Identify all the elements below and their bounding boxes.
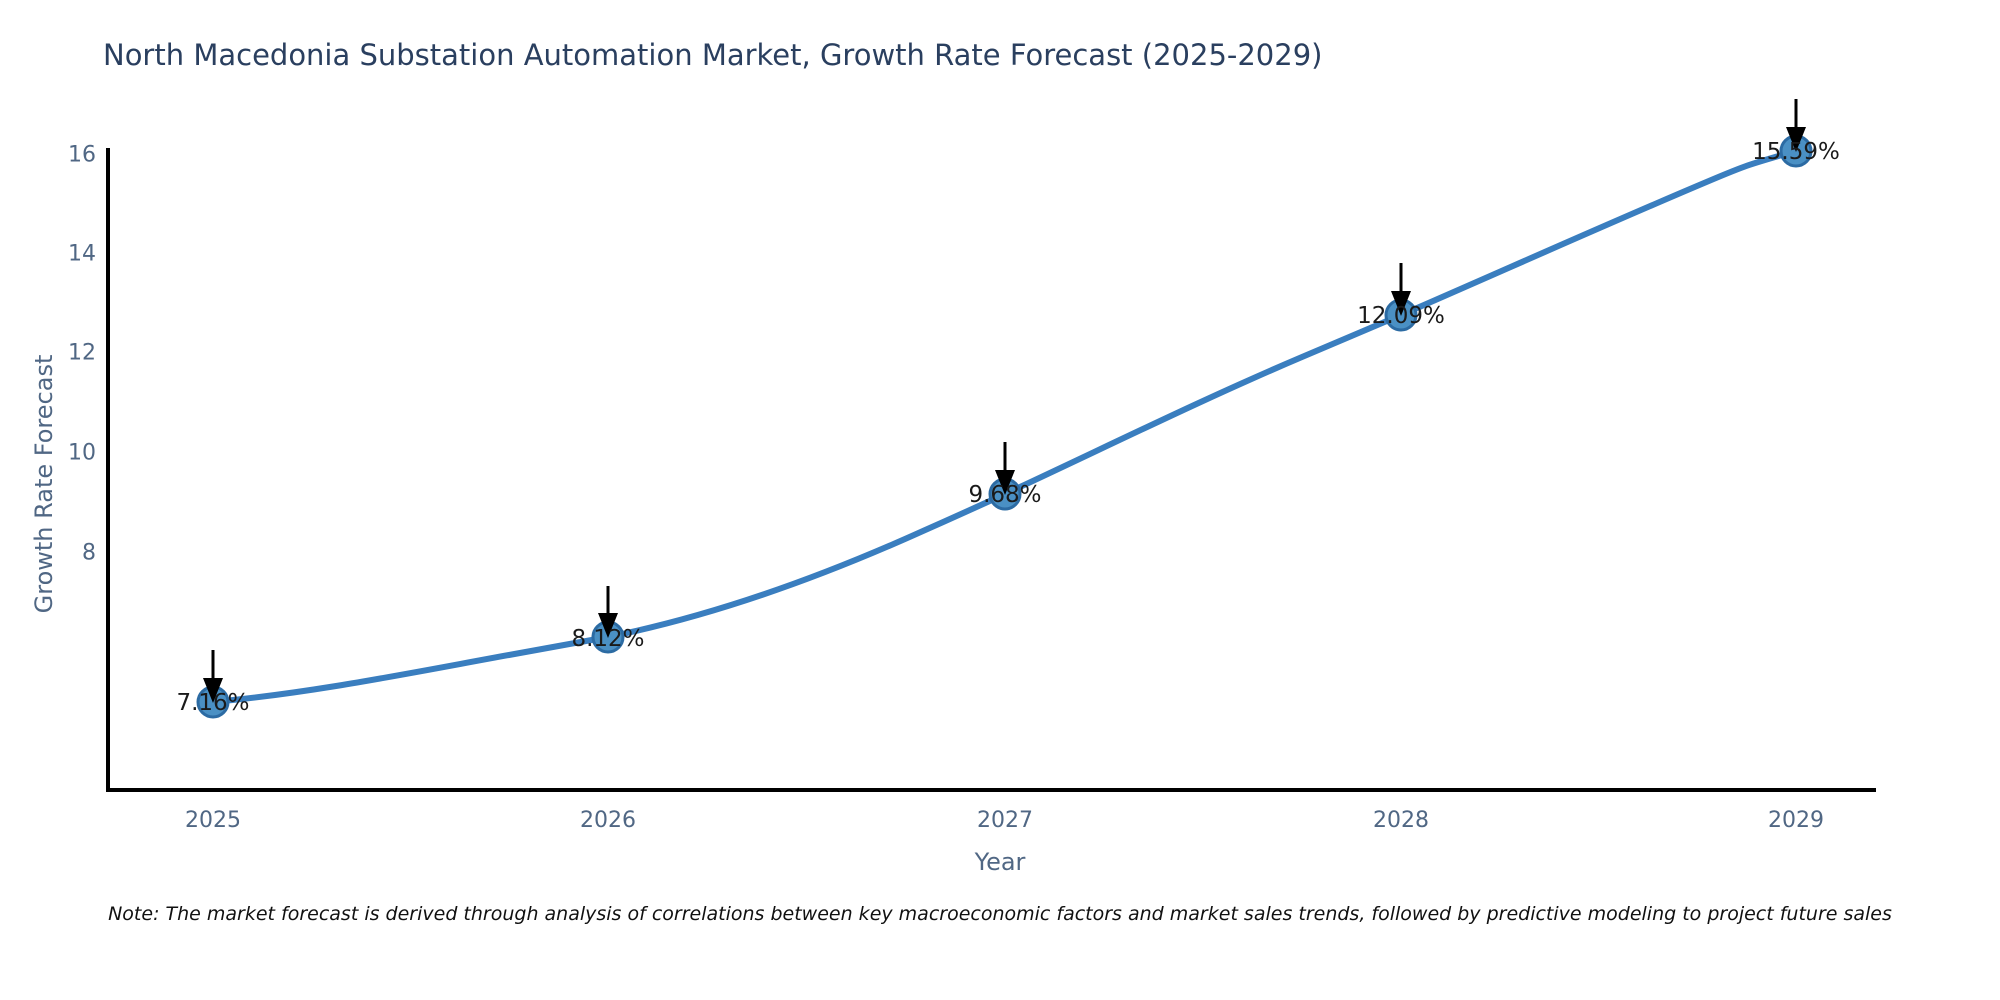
y-tick-label-12: 12 <box>68 340 96 366</box>
chart-title: North Macedonia Substation Automation Ma… <box>103 38 1323 72</box>
y-axis-title: Growth Rate Forecast <box>30 354 58 614</box>
x-tick-label-2029: 2029 <box>1768 808 1824 833</box>
y-tick-label-14: 14 <box>68 241 96 267</box>
chart-footnote: Note: The market forecast is derived thr… <box>108 903 1892 925</box>
x-axis-title: Year <box>974 848 1026 876</box>
line-series-growth-rate <box>210 148 1799 705</box>
annotation-arrow <box>995 442 1015 495</box>
annotation-arrow <box>598 586 618 638</box>
annotation-arrow <box>203 650 223 703</box>
x-tick-label-2026: 2026 <box>580 808 636 833</box>
y-tick-label-8: 8 <box>82 540 96 566</box>
data-label-2025: 7.16% <box>176 690 250 716</box>
y-tick-label-10: 10 <box>68 440 96 466</box>
data-label-2029: 15.59% <box>1752 139 1840 165</box>
x-tick-label-2028: 2028 <box>1373 808 1429 833</box>
y-tick-label-16: 16 <box>68 142 96 168</box>
data-label-2027: 9.68% <box>968 482 1042 508</box>
annotation-arrow <box>1391 263 1411 316</box>
data-label-2026: 8.12% <box>571 626 645 652</box>
annotation-arrow <box>1786 99 1806 152</box>
data-label-2028: 12.09% <box>1357 303 1445 329</box>
x-tick-label-2025: 2025 <box>185 808 241 833</box>
x-tick-label-2027: 2027 <box>977 808 1033 833</box>
